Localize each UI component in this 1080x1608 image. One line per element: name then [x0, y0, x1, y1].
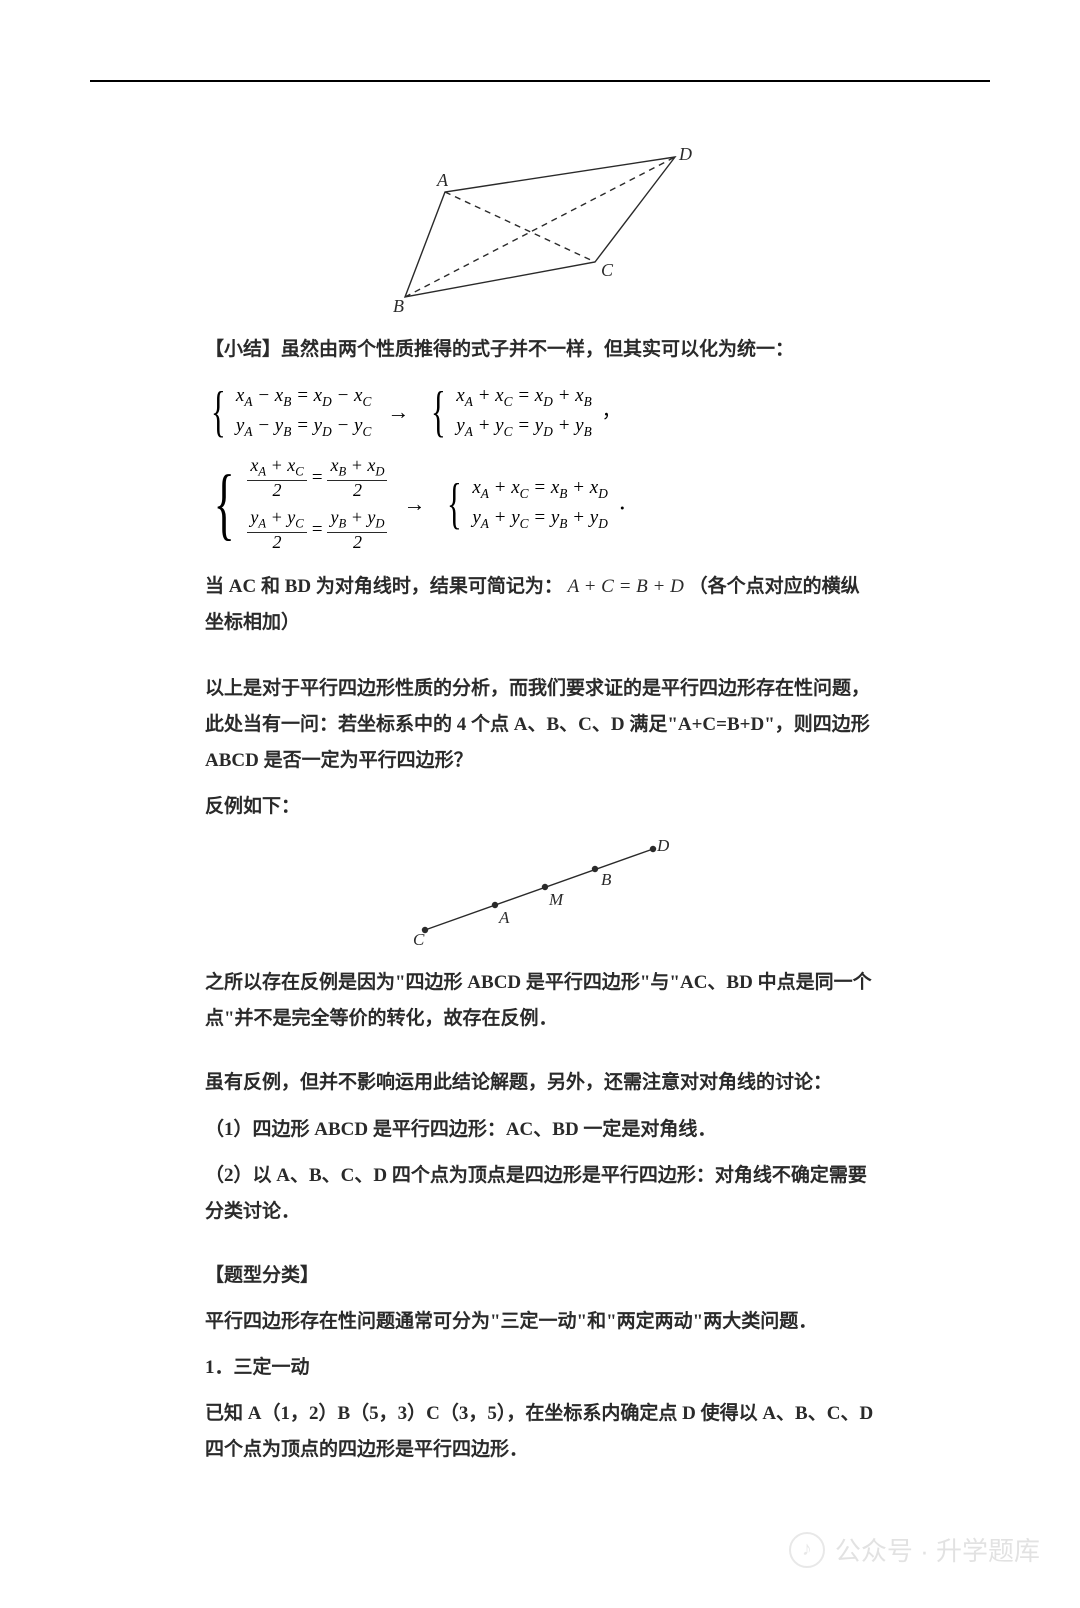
type1-problem: 已知 A（1，2）B（5，3）C（3，5），在坐标系内确定点 D 使得以 A、B… — [205, 1396, 875, 1468]
svg-text:C: C — [413, 930, 425, 945]
watermark: ♪ 公众号 · 升学题库 — [789, 1531, 1040, 1568]
equation-block-1: { xA − xB = xD − xC yA − yB = yD − yC → … — [205, 384, 875, 440]
eq2-rhs-row1: xA + xC = xB + xD — [472, 476, 607, 502]
analysis-paragraph: 以上是对于平行四边形性质的分析，而我们要求证的是平行四边形存在性问题，此处当有一… — [205, 671, 875, 779]
eq2-lhs-row1: xA + xC2 = xB + xD2 — [247, 456, 387, 500]
arrow-icon: → — [403, 490, 425, 519]
summary-heading: 【小结】虽然由两个性质推得的式子并不一样，但其实可以化为统一： — [205, 332, 875, 368]
parallelogram-svg: A B C D — [375, 142, 705, 312]
type-desc: 平行四边形存在性问题通常可分为"三定一动"和"两定两动"两大类问题． — [205, 1304, 875, 1340]
diagonal-formula: A + C = B + D — [568, 576, 684, 597]
note-heading: 虽有反例，但并不影响运用此结论解题，另外，还需注意对对角线的讨论： — [205, 1065, 875, 1101]
equation-block-2: { xA + xC2 = xB + xD2 yA + yC2 = yB + yD… — [205, 456, 875, 552]
wechat-icon: ♪ — [789, 1532, 825, 1568]
eq1-rhs-row2: yA + yC = yD + yB — [456, 414, 591, 440]
type-heading: 【题型分类】 — [205, 1258, 875, 1294]
svg-text:B: B — [601, 870, 612, 889]
type1-title: 1．三定一动 — [205, 1350, 875, 1386]
arrow-icon: → — [387, 398, 409, 427]
svg-text:A: A — [498, 908, 510, 927]
svg-text:M: M — [548, 890, 564, 909]
eq1-lhs-row1: xA − xB = xD − xC — [236, 384, 371, 410]
figure-parallelogram: A B C D — [205, 142, 875, 312]
collinear-svg: C A M B D — [405, 835, 675, 945]
svg-text:B: B — [393, 296, 404, 312]
document-page: A B C D 【小结】虽然由两个性质推得的式子并不一样，但其实可以化为统一： … — [90, 80, 990, 1518]
svg-text:A: A — [436, 170, 449, 190]
figure-collinear: C A M B D — [205, 835, 875, 945]
note-2: （2）以 A、B、C、D 四个点为顶点是四边形是平行四边形：对角线不确定需要分类… — [205, 1158, 875, 1230]
eq2-lhs-row2: yA + yC2 = yB + yD2 — [247, 508, 387, 552]
counter-heading: 反例如下： — [205, 789, 875, 825]
watermark-text: 公众号 · 升学题库 — [835, 1531, 1040, 1568]
diagonal-line: 当 AC 和 BD 为对角线时，结果可简记为： A + C = B + D （各… — [205, 569, 875, 641]
eq1-lhs-row2: yA − yB = yD − yC — [236, 414, 371, 440]
note-1: （1）四边形 ABCD 是平行四边形：AC、BD 一定是对角线． — [205, 1112, 875, 1148]
eq1-rhs-row1: xA + xC = xD + xB — [456, 384, 591, 410]
svg-text:D: D — [656, 836, 670, 855]
eq2-rhs-row2: yA + yC = yB + yD — [472, 506, 607, 532]
counter-reason: 之所以存在反例是因为"四边形 ABCD 是平行四边形"与"AC、BD 中点是同一… — [205, 965, 875, 1037]
svg-text:D: D — [678, 144, 692, 164]
svg-text:C: C — [601, 260, 614, 280]
